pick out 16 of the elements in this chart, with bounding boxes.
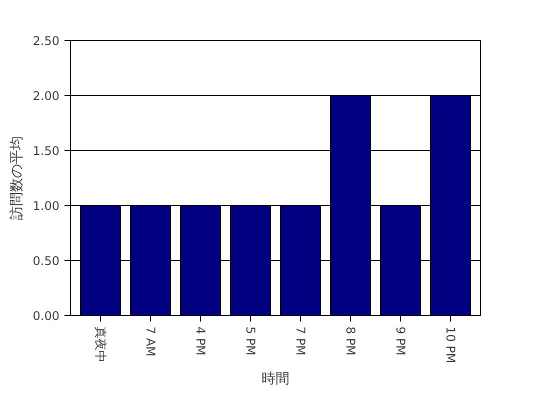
x-tick-label: 4 PM bbox=[194, 326, 208, 356]
y-tick-label: 2.00 bbox=[32, 89, 60, 103]
x-tick-label: 7 PM bbox=[294, 326, 308, 356]
x-tick-label: 9 PM bbox=[394, 326, 408, 356]
y-tick-label: 1.00 bbox=[32, 199, 60, 213]
x-tick-label: 10 PM bbox=[444, 326, 458, 364]
x-tick-label: 真夜中 bbox=[94, 326, 108, 362]
x-axis-title: 時間 bbox=[262, 371, 290, 388]
x-tick-label: 7 AM bbox=[144, 326, 158, 357]
y-tick-label: 1.50 bbox=[32, 144, 60, 158]
x-tick-label: 8 PM bbox=[344, 326, 358, 356]
x-tick-label: 5 PM bbox=[244, 326, 258, 356]
y-tick-label: 0.50 bbox=[32, 254, 60, 268]
y-tick-label: 0.00 bbox=[32, 309, 60, 323]
y-axis-title: 訪問数の平均 bbox=[8, 136, 25, 220]
y-tick-label: 2.50 bbox=[32, 34, 60, 48]
